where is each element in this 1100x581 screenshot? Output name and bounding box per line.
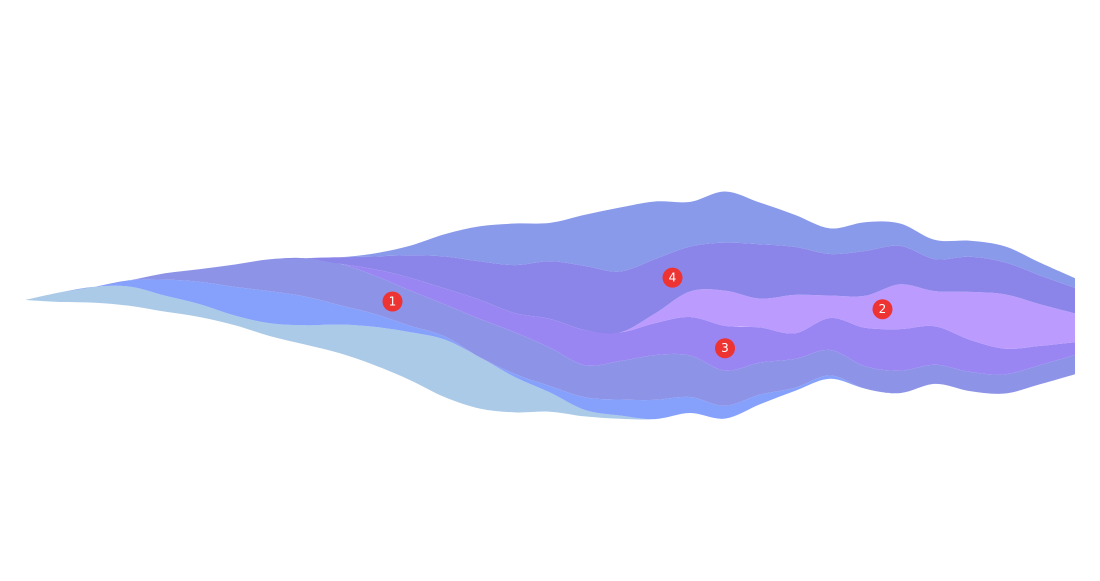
- annotation-label: 4: [669, 271, 677, 285]
- stream-layer-2: [25, 279, 1075, 420]
- stream-layer-7: [25, 191, 1075, 300]
- annotation-dot: [872, 299, 893, 320]
- stream-layer-1: [25, 285, 1075, 420]
- stream-layers: [25, 191, 1075, 420]
- annotation-dot: [382, 291, 403, 312]
- annotation-markers: 1 2 3 4: [382, 267, 893, 359]
- annotation-dot: [662, 267, 683, 288]
- stream-layer-3: [25, 257, 1075, 406]
- annotation-dot: [715, 338, 735, 359]
- stream-layer-6: [25, 242, 1075, 334]
- annotation-label: 2: [879, 302, 887, 316]
- stream-layer-4: [25, 257, 1075, 375]
- annotation-marker-3[interactable]: 3: [715, 338, 735, 359]
- annotation-marker-1[interactable]: 1: [382, 291, 403, 312]
- annotation-marker-4[interactable]: 4: [662, 267, 683, 288]
- annotation-marker-2[interactable]: 2: [872, 299, 893, 320]
- stream-layer-5: [25, 257, 1075, 349]
- annotation-label: 1: [389, 295, 397, 309]
- annotation-label: 3: [721, 341, 729, 355]
